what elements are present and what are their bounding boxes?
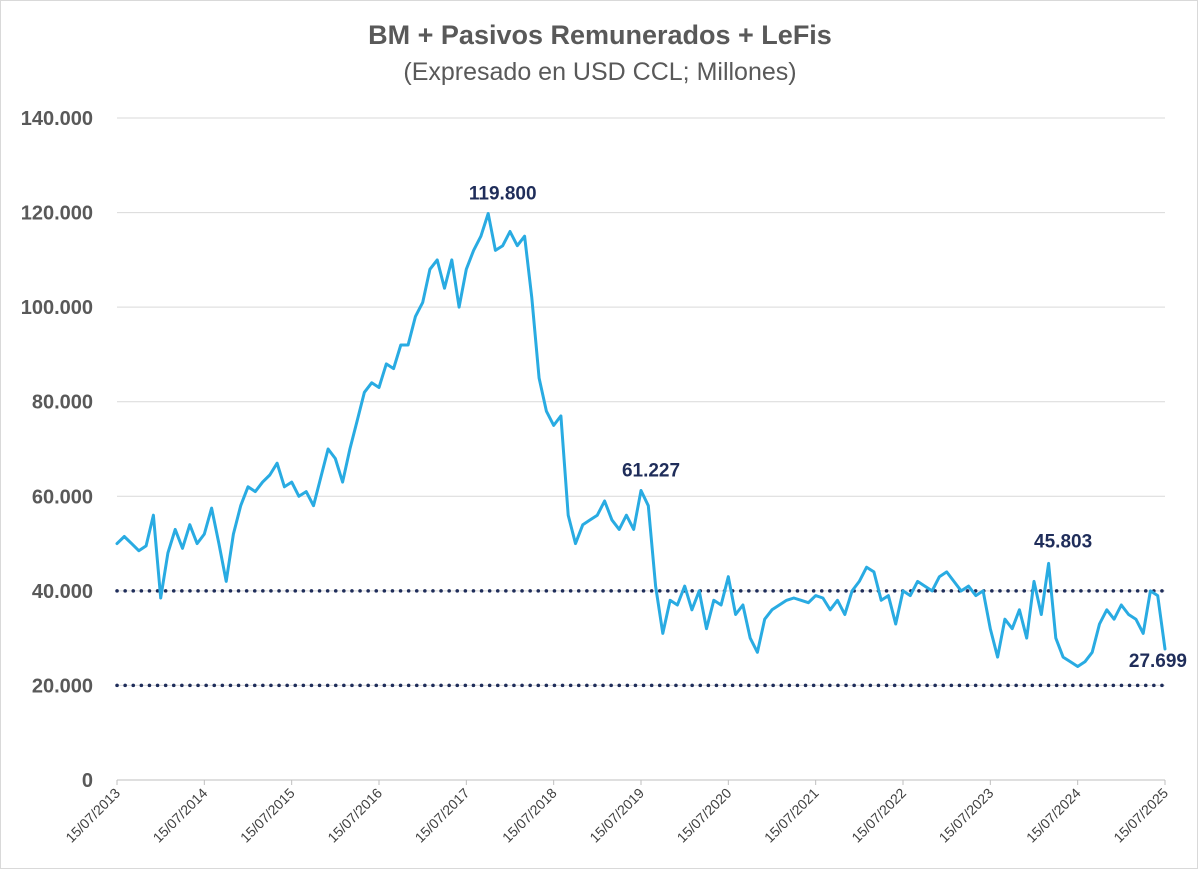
x-tick-label: 15/07/2021 — [761, 785, 822, 846]
series-line — [115, 212, 1167, 668]
x-tick-label: 15/07/2016 — [324, 785, 385, 846]
x-tick-label: 15/07/2025 — [1110, 785, 1171, 846]
x-tick-label: 15/07/2024 — [1023, 785, 1084, 846]
data-label: 61.227 — [622, 460, 680, 481]
x-tick-label: 15/07/2018 — [499, 785, 560, 846]
chart-subtitle: (Expresado en USD CCL; Millones) — [403, 58, 797, 86]
data-points — [116, 212, 1167, 668]
x-tick-label: 15/07/2019 — [586, 785, 647, 846]
y-tick-label: 20.000 — [32, 675, 93, 697]
x-tick-label: 15/07/2015 — [237, 785, 298, 846]
x-tick-label: 15/07/2017 — [412, 785, 473, 846]
x-tick-label: 15/07/2023 — [936, 785, 997, 846]
y-tick-label: 80.000 — [32, 392, 93, 414]
y-tick-label: 60.000 — [32, 486, 93, 508]
x-tick-label: 15/07/2022 — [848, 785, 909, 846]
data-label: 27.699 — [1129, 651, 1187, 672]
data-label: 45.803 — [1034, 531, 1092, 552]
y-tick-label: 40.000 — [32, 581, 93, 603]
data-label: 119.800 — [469, 184, 537, 205]
y-tick-label: 140.000 — [21, 108, 93, 130]
y-tick-label: 100.000 — [21, 297, 93, 319]
x-tick-label: 15/07/2020 — [674, 785, 735, 846]
y-tick-label: 120.000 — [21, 203, 93, 225]
chart-title: BM + Pasivos Remunerados + LeFis — [368, 20, 832, 50]
y-tick-label: 0 — [82, 770, 93, 792]
x-tick-label: 15/07/2014 — [150, 785, 211, 846]
x-tick-label: 15/07/2013 — [62, 785, 123, 846]
